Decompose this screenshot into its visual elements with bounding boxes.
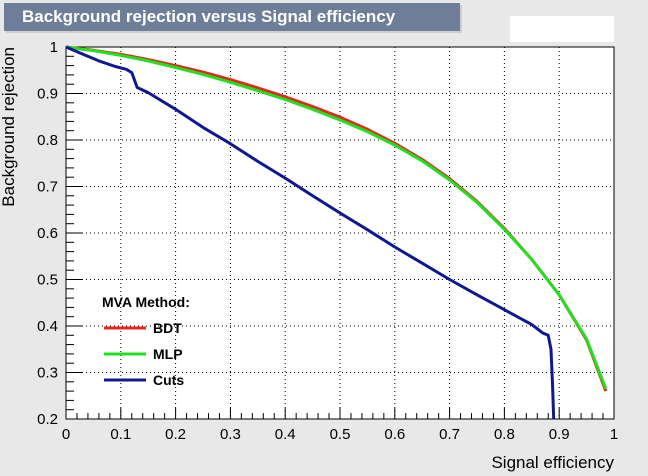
x-tick-label: 0 bbox=[62, 426, 70, 443]
x-tick-label: 0.1 bbox=[110, 426, 131, 443]
x-tick-label: 0.4 bbox=[275, 426, 296, 443]
chart-title: Background rejection versus Signal effic… bbox=[4, 3, 460, 31]
y-tick-label: 0.4 bbox=[37, 318, 58, 335]
x-tick-label: 0.2 bbox=[165, 426, 186, 443]
series-line-cuts bbox=[65, 45, 556, 420]
legend-label-bdt: BDT bbox=[153, 320, 182, 336]
grid-lines bbox=[65, 46, 615, 420]
x-tick-label: 0.3 bbox=[220, 426, 241, 443]
x-tick-label: 0.8 bbox=[494, 426, 515, 443]
x-tick-label: 0.7 bbox=[439, 426, 460, 443]
y-tick-label: 0.3 bbox=[37, 365, 58, 382]
y-tick-label: 0.5 bbox=[37, 272, 58, 289]
y-tick-label: 0.2 bbox=[37, 411, 58, 428]
y-axis-label: Background rejection bbox=[0, 47, 18, 207]
series-lines bbox=[65, 45, 608, 420]
y-tick-label: 0.9 bbox=[37, 86, 58, 103]
axis-ticks: 0 0.1 0.2 0.3 0.4 0.5 0.6 0.7 0.8 0.9 1 0.2 0.3 0.4 0.… bbox=[37, 39, 618, 443]
x-axis-label: Signal efficiency bbox=[491, 453, 614, 472]
x-tick-label: 0.9 bbox=[549, 426, 570, 443]
legend-label-mlp: MLP bbox=[153, 346, 183, 362]
legend: MVA Method: BDT MLP Cuts bbox=[102, 294, 190, 388]
y-tick-label: 1 bbox=[50, 39, 58, 56]
x-tick-label: 1 bbox=[610, 426, 618, 443]
x-tick-label: 0.5 bbox=[330, 426, 351, 443]
blank-label-box bbox=[510, 16, 614, 42]
legend-label-cuts: Cuts bbox=[153, 372, 184, 388]
y-tick-label: 0.6 bbox=[37, 225, 58, 242]
y-tick-label: 0.8 bbox=[37, 132, 58, 149]
series-line-mlp bbox=[65, 45, 608, 390]
x-tick-label: 0.6 bbox=[384, 426, 405, 443]
legend-title: MVA Method: bbox=[102, 294, 190, 310]
y-tick-label: 0.7 bbox=[37, 179, 58, 196]
